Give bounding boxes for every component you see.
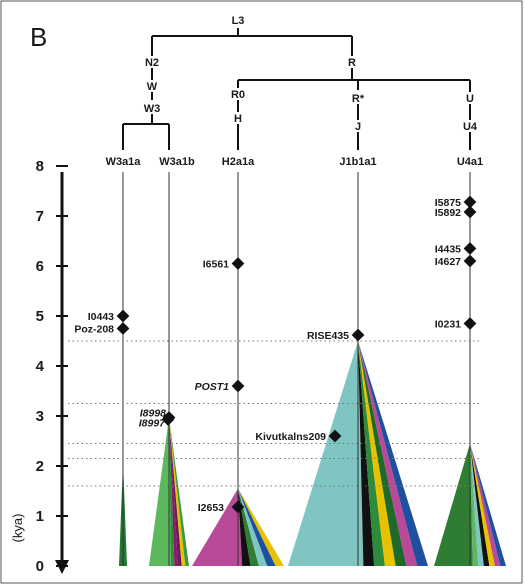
expansion-slice bbox=[169, 417, 189, 566]
axis-tick-label: 2 bbox=[36, 458, 44, 475]
expansion-slice bbox=[238, 488, 251, 566]
expansion-slice bbox=[169, 417, 175, 566]
expansion-slice bbox=[470, 443, 506, 566]
expansion-slice bbox=[169, 417, 182, 566]
node-h: H bbox=[234, 113, 242, 125]
expansion-slice bbox=[358, 341, 385, 566]
axis-tick-label: 7 bbox=[36, 208, 44, 225]
sample-diamond-icon bbox=[161, 413, 175, 426]
sample-diamond-icon bbox=[328, 429, 342, 443]
panel-letter: B bbox=[30, 22, 47, 52]
sample-diamond-icon bbox=[231, 379, 245, 393]
expansion-slice bbox=[470, 443, 495, 566]
lineage-w3a1b: W3a1b bbox=[159, 156, 195, 168]
sample-diamond-icon bbox=[463, 195, 477, 209]
sample-label: I0443 bbox=[88, 311, 114, 323]
node-rstar: R* bbox=[352, 93, 365, 105]
tree-labels: L3 N2 R W W3 R0 R* U H J U4 W3a1a W3a1b … bbox=[106, 15, 484, 168]
expansion-slice bbox=[434, 443, 473, 566]
node-j: J bbox=[355, 121, 361, 133]
tree-skeleton bbox=[122, 28, 471, 150]
expansion-slice bbox=[149, 417, 171, 566]
sample-diamond-icon bbox=[231, 500, 245, 514]
lineage-lines bbox=[122, 172, 471, 566]
sample-diamond-icon bbox=[463, 205, 477, 219]
lineage-u4a1: U4a1 bbox=[457, 156, 483, 168]
sample-label: I8998 bbox=[140, 408, 166, 420]
axis-tick-label: 3 bbox=[36, 408, 44, 425]
sample-label: Kivutkalns209 bbox=[255, 431, 326, 443]
sample-label: I8997 bbox=[139, 418, 166, 430]
sample-label: I5875 bbox=[435, 197, 461, 209]
sample-label: I2653 bbox=[198, 502, 224, 514]
sample-label: I0231 bbox=[435, 319, 461, 331]
node-r0: R0 bbox=[231, 89, 245, 101]
expansion-slice bbox=[192, 488, 243, 566]
axis-tick-label: 5 bbox=[36, 308, 44, 325]
lineage-h2a1a: H2a1a bbox=[222, 156, 255, 168]
expansion-slice bbox=[238, 488, 284, 566]
sample-label: I5892 bbox=[435, 207, 461, 219]
sample-diamond-icon bbox=[231, 257, 245, 270]
sample-diamond-icon bbox=[116, 309, 130, 323]
sample-diamond-icon bbox=[463, 254, 477, 268]
node-root: L3 bbox=[232, 15, 245, 27]
time-axis: 0 1 2 3 4 5 6 7 8 (kya) bbox=[10, 158, 69, 575]
expansion-slice bbox=[358, 341, 375, 566]
lineage-j1b1a1: J1b1a1 bbox=[339, 156, 376, 168]
sample-diamond-icon bbox=[116, 322, 130, 335]
expansion-slice bbox=[169, 417, 186, 566]
sample-label: I6561 bbox=[203, 259, 229, 271]
expansion-slice bbox=[470, 443, 490, 566]
lineage-w3a1a: W3a1a bbox=[106, 156, 142, 168]
sample-diamond-icon bbox=[351, 328, 365, 342]
axis-tick-label: 8 bbox=[36, 158, 44, 175]
node-n2: N2 bbox=[145, 57, 159, 69]
axis-tick-label: 0 bbox=[36, 558, 44, 575]
axis-tick-label: 6 bbox=[36, 258, 44, 275]
node-w3: W3 bbox=[144, 103, 161, 115]
expansion-slice bbox=[288, 341, 364, 566]
expansion-cones bbox=[119, 341, 506, 566]
axis-tick-label: 4 bbox=[36, 358, 45, 375]
sample-diamond-icon bbox=[463, 242, 477, 255]
expansion-slice bbox=[358, 341, 428, 566]
expansion-slice bbox=[470, 443, 484, 566]
node-u: U bbox=[466, 93, 474, 105]
node-w: W bbox=[147, 81, 158, 93]
axis-tick-label: 1 bbox=[36, 508, 44, 525]
node-u4: U4 bbox=[463, 121, 478, 133]
dotted-guides bbox=[68, 340, 480, 487]
node-r: R bbox=[348, 57, 356, 69]
axis-unit-label: (kya) bbox=[10, 514, 25, 543]
sample-label: I4435 bbox=[435, 244, 461, 256]
sample-label: RISE435 bbox=[307, 330, 349, 342]
sample-label: Poz-208 bbox=[74, 324, 114, 336]
sample-label: I4627 bbox=[435, 256, 461, 268]
sample-diamond-icon bbox=[463, 317, 477, 330]
sample-label: POST1 bbox=[195, 381, 230, 393]
